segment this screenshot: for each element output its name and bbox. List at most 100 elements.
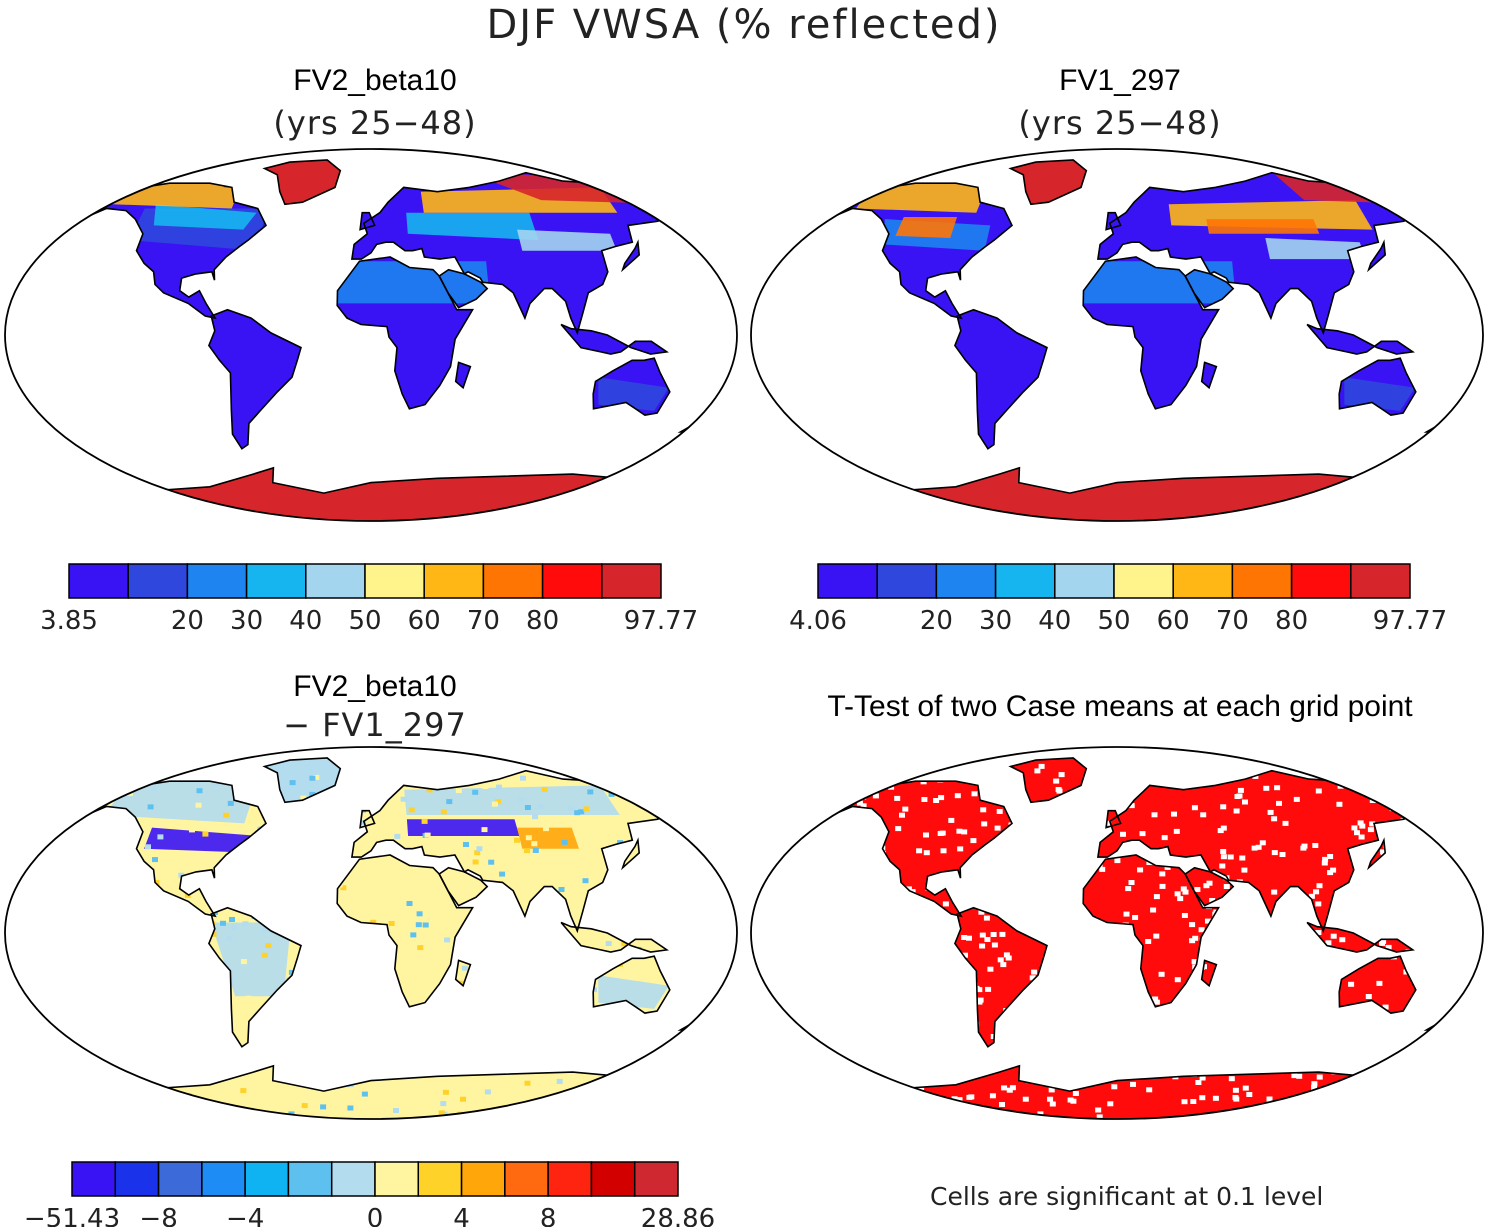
grid-cell — [408, 807, 415, 813]
colorbar-swatch — [245, 563, 307, 599]
grid-cell — [19, 1028, 25, 1033]
grid-cell — [922, 932, 929, 938]
grid-cell — [490, 1002, 497, 1008]
grid-cell — [1376, 871, 1383, 877]
grid-cell — [476, 846, 483, 852]
coastline — [1367, 239, 1387, 273]
grid-cell — [1214, 758, 1221, 763]
grid-cell — [708, 1020, 710, 1026]
grid-cell — [873, 916, 880, 922]
grid-cell — [25, 962, 31, 967]
grid-cell — [1053, 778, 1060, 784]
grid-cell — [1198, 771, 1204, 777]
value-zone — [337, 261, 491, 304]
grid-cell — [829, 1019, 836, 1025]
grid-cell — [282, 1032, 289, 1038]
grid-cell — [1145, 939, 1152, 944]
grid-cell — [1068, 912, 1075, 918]
value-zone — [598, 377, 669, 411]
grid-cell — [514, 939, 521, 945]
colorbar-swatch — [201, 1161, 246, 1197]
colorbar-swatch — [1290, 563, 1352, 599]
grid-cell — [59, 795, 65, 800]
grid-cell — [857, 1097, 863, 1103]
grid-cell — [867, 1113, 874, 1119]
grid-cell — [1241, 985, 1248, 991]
grid-cell — [1478, 1086, 1484, 1091]
grid-cell — [885, 1052, 892, 1057]
grid-cell — [1403, 851, 1410, 857]
grid-cell — [1149, 853, 1156, 859]
colorbar-swatch — [601, 563, 662, 599]
colorbar-swatch — [817, 563, 878, 599]
grid-cell — [262, 843, 269, 849]
grid-cell — [1130, 1081, 1136, 1087]
landmass-eurasia — [1097, 770, 1424, 931]
grid-cell — [1251, 845, 1258, 851]
grid-cell — [1229, 1016, 1236, 1022]
grid-cell — [1479, 998, 1485, 1003]
grid-cell — [442, 1089, 449, 1095]
grid-cell — [469, 987, 476, 993]
grid-cell — [882, 925, 889, 931]
grid-cell — [1442, 1036, 1448, 1042]
grid-cell — [1334, 1063, 1341, 1069]
grid-cell — [241, 1053, 248, 1059]
grid-cell — [1107, 1101, 1114, 1107]
grid-cell — [834, 864, 841, 870]
grid-cell — [1320, 962, 1326, 968]
grid-cell — [975, 1062, 982, 1068]
grid-cell — [822, 832, 825, 838]
coastline — [262, 757, 342, 804]
grid-cell — [263, 825, 270, 831]
colorbar-tick-label: 60 — [1157, 606, 1190, 636]
grid-cell — [76, 839, 83, 845]
grid-cell — [983, 915, 990, 921]
grid-cell — [86, 805, 93, 811]
coastline — [1096, 171, 1425, 336]
colorbar-tick-label: 80 — [526, 606, 559, 636]
grid-cell — [484, 933, 491, 939]
grid-cell — [1255, 844, 1262, 850]
grid-cell — [1074, 883, 1081, 888]
grid-cell — [458, 980, 465, 986]
grid-cell — [1351, 747, 1357, 752]
grid-cell — [856, 800, 863, 806]
grid-cell — [1420, 849, 1426, 855]
panel2-title: FV1_297 — [1059, 64, 1181, 97]
grid-cell — [416, 911, 423, 917]
grid-cell — [1080, 788, 1087, 794]
grid-cell — [1448, 1113, 1455, 1119]
grid-cell — [183, 1007, 190, 1013]
grid-cell — [913, 941, 920, 947]
grid-cell — [1380, 849, 1387, 855]
grid-cell — [984, 783, 991, 788]
grid-cell — [838, 749, 844, 754]
grid-cell — [514, 989, 521, 995]
map-panel1 — [4, 148, 738, 522]
coastline — [1338, 955, 1417, 1014]
grid-cell — [364, 1051, 371, 1057]
grid-cell — [175, 1095, 182, 1101]
grid-cell — [1434, 794, 1441, 800]
grid-cell — [858, 1043, 865, 1049]
grid-cell — [191, 1005, 198, 1011]
grid-cell — [1000, 962, 1007, 968]
grid-cell — [923, 832, 929, 838]
grid-cell — [1158, 971, 1165, 977]
grid-cell — [918, 1100, 925, 1106]
grid-cell — [1476, 818, 1482, 823]
grid-cell — [1386, 1084, 1393, 1090]
grid-cell — [980, 880, 987, 886]
grid-cell — [923, 971, 930, 977]
grid-cell — [661, 962, 668, 968]
grid-cell — [1420, 895, 1427, 901]
grid-cell — [1354, 1114, 1360, 1119]
grid-cell — [645, 748, 651, 753]
grid-cell — [1315, 788, 1322, 794]
grid-cell — [971, 791, 978, 797]
grid-cell — [640, 924, 647, 930]
grid-cell — [10, 808, 16, 813]
grid-cell — [1242, 999, 1249, 1005]
grid-cell — [455, 788, 462, 794]
